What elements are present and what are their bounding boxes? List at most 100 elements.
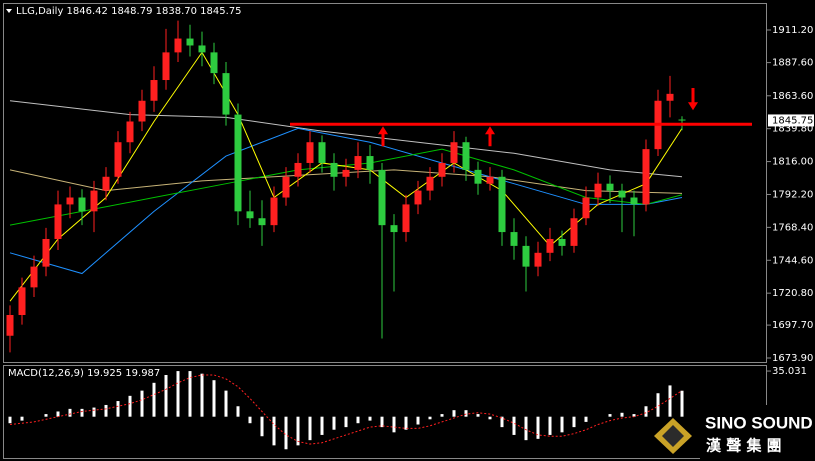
candle-body xyxy=(294,162,302,177)
candle-body xyxy=(378,169,386,226)
macd-bar xyxy=(320,416,324,435)
candle-body xyxy=(318,142,326,163)
menu-icon xyxy=(6,9,12,13)
main-frame xyxy=(3,3,767,363)
candle-body xyxy=(666,93,674,101)
logo-bg xyxy=(700,405,815,461)
y-tick-label: 1863.60 xyxy=(772,91,813,102)
macd-bar xyxy=(140,390,144,417)
macd-bar xyxy=(680,390,684,417)
macd-bar xyxy=(104,404,108,417)
macd-bar xyxy=(56,411,60,417)
candle-body xyxy=(354,156,362,170)
macd-title: MACD(12,26,9) 19.925 19.987 xyxy=(8,368,160,379)
candle-body xyxy=(114,142,122,177)
moving-average xyxy=(9,100,683,178)
candle-body xyxy=(426,176,434,191)
macd-bar xyxy=(392,416,396,433)
macd-bar xyxy=(452,410,456,417)
candle-body xyxy=(150,80,158,101)
macd-bar xyxy=(428,416,432,420)
macd-bar xyxy=(440,414,444,417)
candle-body xyxy=(198,45,206,53)
candle-body xyxy=(342,169,350,177)
candle-body xyxy=(42,238,50,267)
candle-body xyxy=(678,119,686,121)
chart-title: LLG,Daily 1846.42 1848.79 1838.70 1845.7… xyxy=(16,6,242,17)
candle-body xyxy=(78,197,86,212)
macd-bar xyxy=(20,416,24,421)
candle-body xyxy=(90,190,98,212)
candle-body xyxy=(498,176,506,233)
y-tick-label: 1768.40 xyxy=(772,222,813,233)
macd-bar xyxy=(284,416,288,450)
candle-body xyxy=(570,218,578,246)
candle-body xyxy=(474,169,482,184)
macd-bar xyxy=(500,416,504,428)
y-tick-label: 1816.00 xyxy=(772,157,813,168)
macd-bar xyxy=(176,371,180,417)
y-tick-label: 1887.60 xyxy=(772,58,813,69)
macd-bar xyxy=(464,410,468,417)
candle-body xyxy=(534,252,542,267)
macd-bar xyxy=(236,406,240,417)
candle-body xyxy=(546,238,554,253)
macd-bar xyxy=(344,416,348,428)
candle-body xyxy=(102,176,110,191)
macd-bar xyxy=(536,416,540,439)
macd-bar xyxy=(488,416,492,420)
candle-body xyxy=(270,197,278,226)
candle-body xyxy=(582,197,590,219)
candle-body xyxy=(210,52,218,74)
candle-body xyxy=(222,73,230,115)
moving-average xyxy=(9,127,683,275)
macd-bar xyxy=(68,408,72,417)
y-tick-label: 1839.80 xyxy=(772,124,813,135)
macd-signal xyxy=(9,374,683,445)
candle-body xyxy=(174,38,182,53)
candle-body xyxy=(162,52,170,81)
y-tick-label: 1911.20 xyxy=(772,25,813,36)
macd-bar xyxy=(296,416,300,446)
candle-body xyxy=(306,142,314,163)
logo-icon-inner xyxy=(662,425,684,447)
macd-bar xyxy=(632,414,636,417)
macd-bar xyxy=(416,416,420,425)
macd-bar xyxy=(272,416,276,446)
macd-bar xyxy=(248,416,252,424)
candle-body xyxy=(246,211,254,219)
candle-body xyxy=(234,114,242,212)
candle-body xyxy=(606,183,614,191)
logo: SINO SOUND 漢 聲 集 團 xyxy=(654,405,815,461)
macd-bar xyxy=(524,416,528,441)
macd-bar xyxy=(44,414,48,417)
candle-body xyxy=(462,142,470,170)
macd-bar xyxy=(92,407,96,417)
candle-body xyxy=(450,142,458,163)
logo-name: SINO SOUND xyxy=(705,413,813,432)
candle-body xyxy=(618,190,626,198)
candle-body xyxy=(486,176,494,184)
candle-body xyxy=(402,204,410,233)
macd-bar xyxy=(572,416,576,428)
macd-bar xyxy=(476,414,480,417)
macd-bar xyxy=(356,416,360,424)
candle-body xyxy=(258,218,266,226)
arrow-head xyxy=(378,126,388,135)
candle-body xyxy=(558,238,566,246)
y-tick-label: 1697.70 xyxy=(772,320,813,331)
y-tick-label: 1673.90 xyxy=(772,353,813,364)
y-tick-label: 1720.80 xyxy=(772,288,813,299)
candle-body xyxy=(282,176,290,198)
macd-bar xyxy=(620,412,624,417)
candle-body xyxy=(522,245,530,267)
candle-body xyxy=(630,197,638,205)
y-tick-label: 1792.20 xyxy=(772,189,813,200)
macd-bar xyxy=(512,416,516,435)
candle-body xyxy=(126,121,134,143)
candle-body xyxy=(438,162,446,177)
price-label-bg xyxy=(768,114,814,127)
macd-bar xyxy=(164,374,168,417)
candle-body xyxy=(390,225,398,233)
